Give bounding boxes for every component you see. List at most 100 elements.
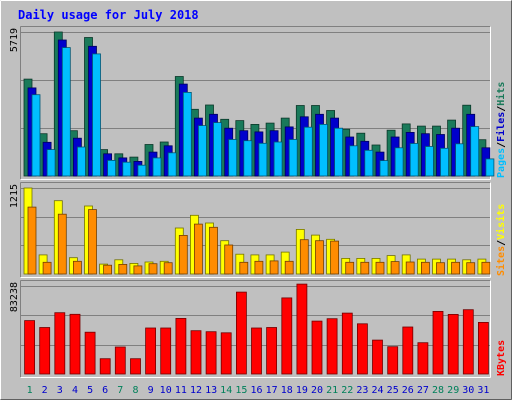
bar-kbytes-day-17 xyxy=(266,327,278,375)
bar-kbytes-day-24 xyxy=(372,339,383,375)
bar-sites-day-9 xyxy=(148,263,158,275)
bar-sites-day-17 xyxy=(269,260,279,275)
x-label-day-26: 26 xyxy=(402,385,414,396)
bar-sites-day-14 xyxy=(224,244,234,275)
panels-layer: 5719Pages/Files/Hits1215Sites/Visits8323… xyxy=(9,26,507,378)
bar-sites-day-18 xyxy=(284,260,294,275)
bar-sites-day-4 xyxy=(73,260,82,275)
series-sites xyxy=(27,206,491,275)
legend-separator: / xyxy=(496,240,507,246)
bar-pages-day-2 xyxy=(46,149,56,177)
bar-sites-day-6 xyxy=(103,264,112,275)
series-kbytes xyxy=(24,283,489,375)
legend-separator: / xyxy=(496,142,507,148)
x-label-day-3: 3 xyxy=(57,385,63,396)
bar-pages-day-24 xyxy=(379,160,389,177)
bar-pages-day-31 xyxy=(485,158,495,177)
bar-kbytes-day-27 xyxy=(417,342,429,375)
bar-pages-day-26 xyxy=(409,143,419,177)
bar-kbytes-day-12 xyxy=(190,330,202,375)
bar-pages-day-11 xyxy=(182,92,192,177)
legend-item-visits: Visits xyxy=(495,204,507,240)
bar-kbytes-day-3 xyxy=(54,312,66,375)
bar-kbytes-day-19 xyxy=(296,283,308,375)
bar-kbytes-day-13 xyxy=(205,331,217,375)
x-label-day-7: 7 xyxy=(117,385,123,396)
x-label-day-31: 31 xyxy=(477,385,489,396)
bar-kbytes-day-30 xyxy=(462,309,474,375)
bar-kbytes-day-11 xyxy=(175,317,187,375)
bar-kbytes-day-23 xyxy=(356,323,368,375)
bar-sites-day-2 xyxy=(42,261,52,275)
bar-kbytes-day-2 xyxy=(39,327,51,375)
bar-sites-day-3 xyxy=(57,213,67,275)
legend-item-kbytes: KBytes xyxy=(496,340,507,376)
bar-kbytes-day-20 xyxy=(311,320,323,375)
x-label-day-30: 30 xyxy=(462,385,474,396)
x-label-day-6: 6 xyxy=(102,385,108,396)
x-label-day-25: 25 xyxy=(387,385,399,396)
x-label-day-19: 19 xyxy=(296,385,308,396)
bar-kbytes-day-6 xyxy=(99,358,111,375)
bar-sites-day-29 xyxy=(451,261,461,275)
legend-hits-files-pages: Pages/Files/Hits xyxy=(495,82,507,178)
legend-item-sites: Sites xyxy=(495,246,507,276)
bar-kbytes-day-28 xyxy=(432,310,444,375)
bar-sites-day-23 xyxy=(360,261,370,275)
bar-pages-day-29 xyxy=(455,143,465,177)
bar-kbytes-day-18 xyxy=(281,297,293,375)
legend-separator: / xyxy=(496,106,507,112)
bar-sites-day-7 xyxy=(118,263,128,275)
bar-sites-day-30 xyxy=(466,262,476,275)
bar-sites-day-11 xyxy=(178,234,188,275)
legend-kbytes: KBytes xyxy=(496,340,507,376)
bar-kbytes-day-9 xyxy=(145,327,157,375)
bar-sites-day-15 xyxy=(239,261,249,275)
bar-pages-day-28 xyxy=(440,147,449,177)
bar-sites-day-13 xyxy=(209,226,218,275)
bar-kbytes-day-31 xyxy=(477,321,489,375)
bar-pages-day-3 xyxy=(61,47,71,177)
bar-pages-day-14 xyxy=(228,139,238,177)
bar-pages-day-30 xyxy=(470,126,480,177)
bar-sites-day-25 xyxy=(390,261,400,275)
x-label-day-17: 17 xyxy=(266,385,278,396)
x-label-day-21: 21 xyxy=(326,385,338,396)
bar-sites-day-19 xyxy=(299,239,309,275)
bar-pages-day-8 xyxy=(137,164,147,177)
series-pages xyxy=(31,47,495,177)
x-label-day-1: 1 xyxy=(27,385,33,396)
bar-sites-day-27 xyxy=(420,261,430,275)
bar-pages-day-22 xyxy=(349,145,359,177)
bar-kbytes-day-22 xyxy=(341,312,353,375)
bar-pages-day-4 xyxy=(77,146,86,177)
chart-title: Daily usage for July 2018 xyxy=(18,8,199,22)
bar-sites-day-22 xyxy=(345,261,355,275)
bar-sites-day-26 xyxy=(405,261,415,275)
bar-pages-day-25 xyxy=(394,147,404,177)
bar-pages-day-19 xyxy=(303,126,313,177)
bar-pages-day-9 xyxy=(152,157,162,177)
legend-visits-sites: Sites/Visits xyxy=(495,204,507,276)
bar-sites-day-10 xyxy=(163,262,173,275)
bar-kbytes-day-15 xyxy=(235,291,247,375)
bar-pages-day-18 xyxy=(288,139,298,177)
bar-pages-day-16 xyxy=(258,142,268,177)
y-max-label: 83238 xyxy=(9,282,20,312)
bar-pages-day-1 xyxy=(31,94,41,177)
x-label-day-11: 11 xyxy=(175,385,187,396)
x-label-day-4: 4 xyxy=(72,385,78,396)
bar-kbytes-day-1 xyxy=(24,320,36,375)
x-label-day-29: 29 xyxy=(447,385,459,396)
bar-kbytes-day-26 xyxy=(402,326,414,375)
bar-sites-day-12 xyxy=(193,223,203,275)
bar-kbytes-day-21 xyxy=(326,318,338,375)
x-label-day-2: 2 xyxy=(42,385,48,396)
x-label-day-20: 20 xyxy=(311,385,323,396)
x-label-day-23: 23 xyxy=(356,385,368,396)
x-label-day-24: 24 xyxy=(371,385,383,396)
bar-sites-day-21 xyxy=(330,240,340,275)
